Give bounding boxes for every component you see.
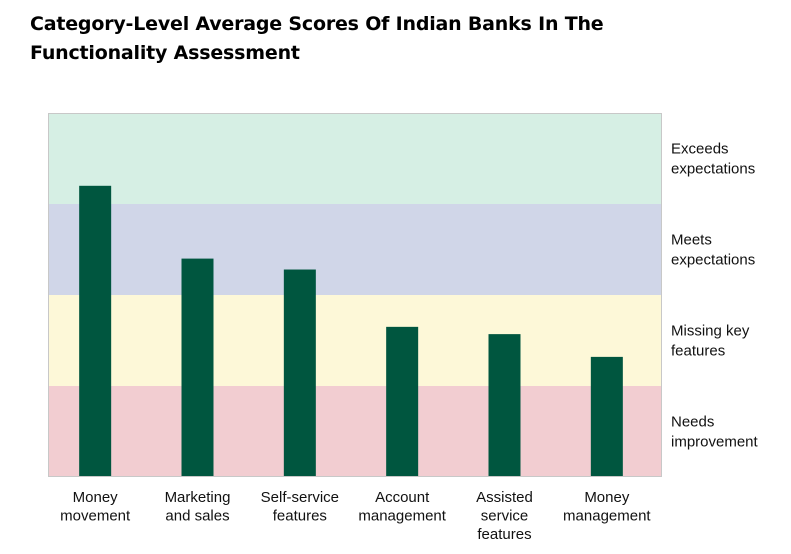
band-2 — [48, 204, 662, 295]
bar-4 — [488, 334, 521, 477]
band-3 — [48, 113, 662, 204]
background-bands — [48, 113, 662, 477]
band-label-3: Exceeds expectations — [671, 141, 755, 178]
bars — [79, 185, 623, 478]
band-label-1: Missing key features — [671, 323, 750, 360]
category-label-3: Account management — [358, 489, 446, 525]
band-label-0: Needs improvement — [671, 414, 759, 451]
bar-3 — [386, 326, 419, 477]
category-label-1: Marketing and sales — [165, 489, 231, 525]
bar-5 — [590, 356, 623, 477]
band-0 — [48, 386, 662, 477]
band-labels: Needs improvement Missing key features Meets… — [671, 141, 759, 451]
category-label-0: Money movement — [60, 489, 131, 525]
bar-0 — [79, 185, 112, 478]
plot-frame — [48, 113, 662, 477]
band-label-2: Meets expectations — [671, 232, 755, 269]
band-1 — [48, 295, 662, 386]
bar-2 — [283, 269, 316, 477]
category-label-2: Self-service features — [261, 489, 339, 525]
category-label-5: Money management — [563, 489, 651, 525]
chart-title: Category-Level Average Scores Of Indian … — [30, 13, 604, 64]
bar-1 — [181, 258, 214, 477]
category-label-4: Assisted service features — [476, 489, 533, 543]
category-labels: Money movement Marketing and sales Self-serv… — [60, 489, 651, 543]
